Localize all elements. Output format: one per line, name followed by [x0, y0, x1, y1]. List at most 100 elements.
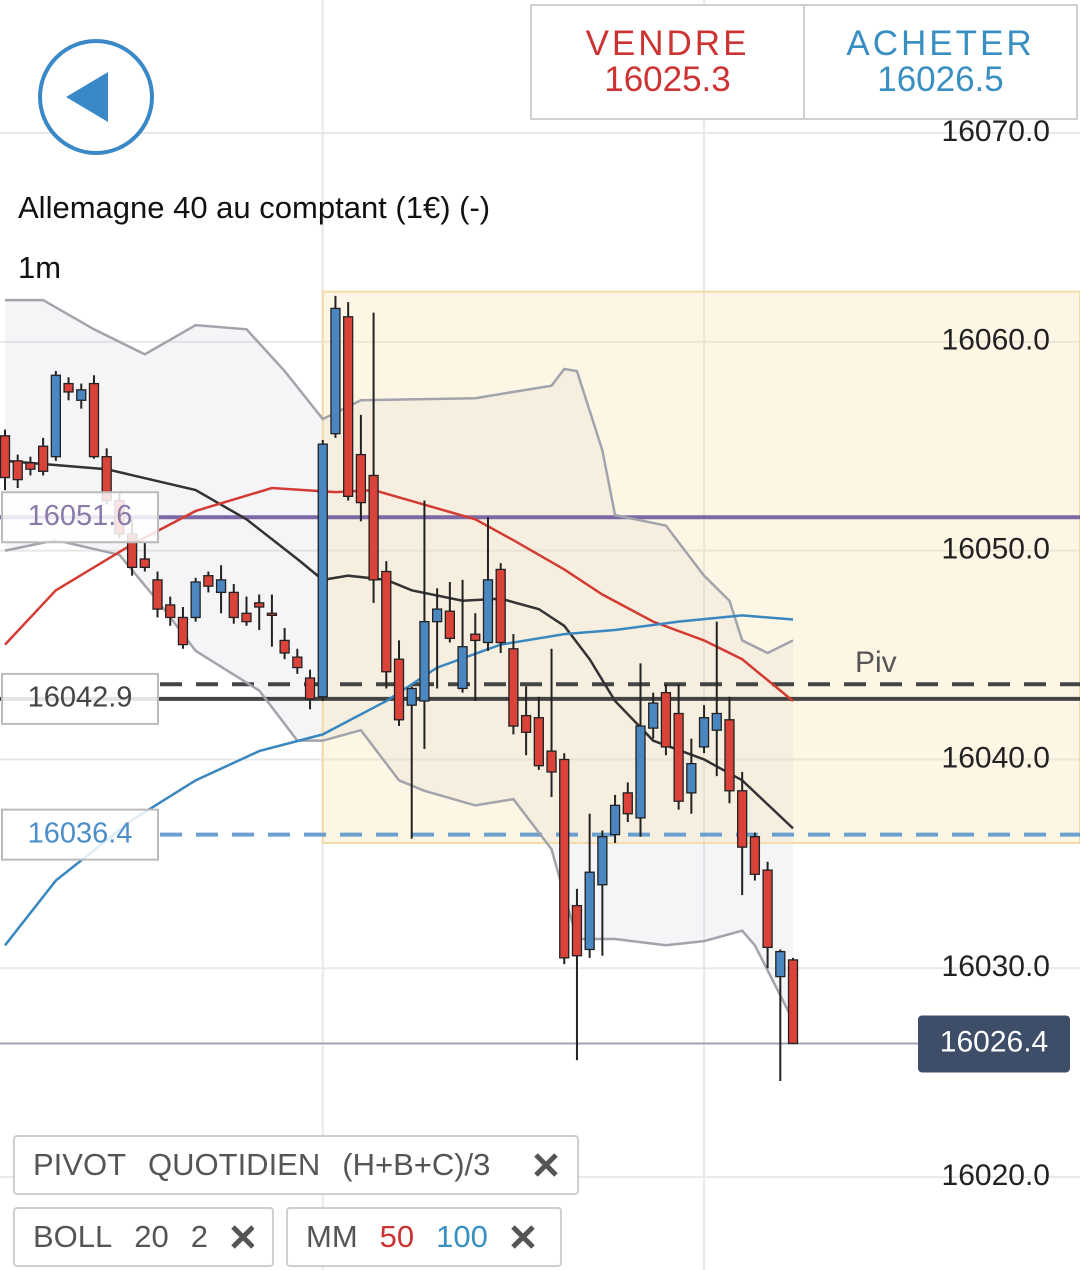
buy-price: 16026.5 [877, 60, 1004, 99]
candle-body [711, 712, 722, 731]
y-tick-label: 16040.0 [942, 741, 1050, 774]
sell-button[interactable]: VENDRE 16025.3 [532, 6, 803, 118]
remove-icon[interactable] [510, 1224, 536, 1250]
candle-body [775, 950, 786, 978]
candle-body [457, 646, 468, 690]
candle-body [787, 959, 799, 1045]
candle-body [190, 581, 201, 619]
chip-text: 2 [190, 1219, 209, 1254]
instrument-name: Allemagne 40 au comptant (1€) (-) [18, 190, 491, 225]
candle-body [317, 443, 328, 698]
y-tick-label: 16030.0 [942, 950, 1050, 983]
candle-body [50, 374, 61, 458]
candle-body [546, 750, 557, 773]
candle-body [279, 639, 290, 654]
candle-body [292, 656, 303, 669]
y-tick-label: 16050.0 [942, 533, 1050, 566]
candle-body [25, 462, 36, 470]
pivot-label: Piv [855, 646, 897, 679]
candle-body [533, 717, 544, 767]
candle-body [355, 453, 367, 504]
candle-body [304, 677, 316, 700]
indicator-line [4, 486, 794, 702]
candle-body [203, 575, 214, 587]
indicator-chip[interactable]: PIVOT QUOTIDIEN (H+B+C)/3 [13, 1135, 579, 1195]
indicator-line [5, 298, 794, 655]
chip-text: 20 [134, 1219, 169, 1254]
candle-body [635, 725, 646, 819]
candle-body [597, 836, 608, 886]
remove-icon[interactable] [230, 1224, 254, 1250]
sell-label: VENDRE [585, 24, 750, 63]
back-button[interactable] [36, 38, 156, 158]
candle-body [673, 712, 684, 802]
candle-body [152, 579, 163, 610]
trade-buttons: VENDRE 16025.3 ACHETER 16026.5 [530, 4, 1078, 120]
remove-icon[interactable] [533, 1152, 559, 1178]
candle-body [737, 790, 748, 848]
chip-text: BOLL [33, 1219, 113, 1254]
indicator-chip[interactable]: BOLL 20 2 [13, 1207, 274, 1267]
candle-body [508, 648, 519, 727]
candle-body [622, 792, 633, 815]
candle-body [559, 758, 570, 959]
candle-body [584, 871, 595, 951]
candle-body [444, 610, 456, 639]
y-tick-label: 16070.0 [942, 115, 1050, 148]
candle-body [37, 445, 49, 472]
candle-body [381, 570, 392, 673]
candle-body [88, 382, 100, 458]
candle-body [571, 904, 583, 957]
candle-body [660, 691, 672, 748]
candle-body [368, 474, 379, 581]
level-label: 16042.9 [28, 682, 133, 714]
candle-body [762, 869, 773, 949]
candle-body [63, 382, 74, 393]
candle-body [76, 389, 87, 401]
candle-body [330, 307, 341, 435]
candle-body [0, 435, 11, 479]
last-price-box [918, 1015, 1070, 1073]
timeframe: 1m [18, 250, 62, 285]
level-label: 16051.6 [28, 500, 133, 532]
candle-body [482, 579, 494, 644]
back-arrow [66, 72, 108, 122]
chip-text: PIVOT [33, 1147, 127, 1182]
y-tick-label: 16020.0 [942, 1159, 1050, 1192]
level-tag: 16036.4 [1, 808, 159, 861]
buy-label: ACHETER [846, 24, 1035, 63]
candle-body [165, 604, 176, 619]
chip-text: QUOTIDIEN [148, 1147, 321, 1182]
candle-body [495, 568, 506, 644]
candle-body [12, 460, 23, 481]
sell-price: 16025.3 [604, 60, 731, 99]
level-tag: 16042.9 [1, 672, 159, 725]
candle-body [343, 316, 354, 497]
candle-body [470, 633, 481, 642]
candle-body [419, 620, 430, 702]
candle-body [228, 591, 239, 619]
candle-body [139, 558, 150, 568]
chip-text: MM [306, 1219, 358, 1254]
candle-body [724, 719, 735, 792]
indicator-chip[interactable]: MM 50 100 [286, 1207, 562, 1267]
candle-body [241, 612, 252, 623]
level-box [1, 672, 159, 725]
candle-body [406, 687, 417, 706]
candle-body [520, 714, 532, 733]
candle-body [177, 616, 189, 646]
level-label: 16036.4 [28, 817, 133, 849]
candle-body [215, 579, 227, 594]
level-box [1, 491, 159, 544]
candle-body [431, 608, 443, 623]
candle-body [609, 804, 621, 836]
candle-body [266, 612, 278, 617]
candle-body [698, 717, 710, 748]
last-price-label: 16026.4 [940, 1025, 1048, 1058]
candle-body [393, 658, 405, 721]
buy-button[interactable]: ACHETER 16026.5 [803, 6, 1076, 118]
y-tick-label: 16060.0 [942, 324, 1050, 357]
level-box [1, 808, 159, 861]
